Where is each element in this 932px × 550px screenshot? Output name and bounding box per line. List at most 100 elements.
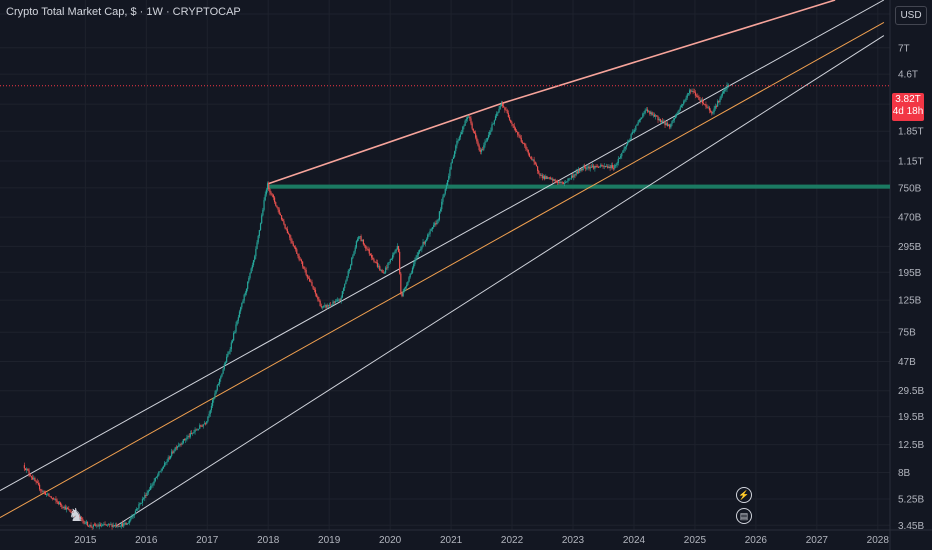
x-tick-label: 2026 (745, 535, 768, 546)
candle-body (455, 145, 457, 152)
candle-body (625, 144, 628, 147)
candle-body (219, 378, 221, 385)
y-tick-label: 5.25B (898, 494, 924, 505)
candle-body (190, 433, 193, 434)
candle-body (119, 526, 121, 528)
candle-body (348, 269, 350, 271)
candle-body (590, 166, 592, 168)
candle-body (456, 140, 458, 146)
candle-body (31, 477, 34, 480)
support-zone (268, 184, 890, 189)
candle-body (589, 166, 591, 169)
candle-body (97, 525, 99, 527)
candle-body (138, 504, 140, 509)
candle-body (693, 91, 695, 93)
candle-body (531, 157, 533, 160)
candle-body (213, 397, 215, 400)
candle-body (228, 351, 230, 354)
candle-body (617, 158, 619, 163)
candle-body (715, 106, 718, 107)
candles (23, 82, 729, 530)
candle-body (566, 181, 568, 183)
candle-body (710, 110, 712, 112)
candle-body (656, 115, 658, 117)
candle-body (375, 262, 377, 263)
candle-body (370, 254, 373, 258)
candle-body (131, 516, 133, 519)
candle-body (332, 301, 334, 305)
candle-body (235, 324, 237, 332)
us-flag-icon[interactable]: ▤ (736, 508, 752, 524)
candle-body (688, 90, 691, 94)
candle-body (674, 115, 677, 119)
candle-body (497, 112, 499, 114)
candle-body (139, 503, 141, 505)
candle-body (195, 429, 197, 431)
candle-body (714, 106, 716, 109)
candle-body (726, 85, 728, 90)
candle-body (466, 117, 469, 119)
candle-body (299, 259, 301, 261)
candle-body (670, 123, 672, 128)
candle-body (244, 292, 246, 295)
candle-body (651, 112, 653, 116)
candle-body (667, 124, 670, 127)
candle-body (297, 253, 299, 256)
candle-body (217, 384, 220, 386)
candle-body (383, 272, 386, 274)
candle-body (111, 524, 113, 527)
candle-body (282, 219, 284, 222)
chart-title[interactable]: Crypto Total Market Cap, $ · 1W · CRYPTO… (6, 6, 241, 18)
candle-body (713, 108, 715, 112)
currency-button[interactable]: USD (895, 6, 927, 25)
candle-body (311, 282, 313, 286)
x-tick-label: 2023 (562, 535, 585, 546)
candle-body (145, 494, 147, 496)
lightning-icon[interactable]: ⚡ (736, 487, 752, 503)
candle-body (262, 209, 264, 216)
candle-body (534, 162, 536, 165)
candle-body (369, 253, 372, 255)
candle-body (560, 182, 562, 184)
candle-body (312, 285, 314, 289)
candle-body (293, 246, 296, 248)
candle-body (614, 165, 616, 169)
candle-body (279, 213, 282, 216)
candle-body (330, 304, 332, 306)
candle-body (84, 523, 86, 525)
candle-body (88, 525, 90, 527)
y-tick-label: 195B (898, 268, 922, 279)
candle-body (526, 148, 528, 150)
candle-body (727, 84, 729, 86)
candle-body (271, 194, 273, 196)
candle-body (586, 167, 588, 169)
candle-body (584, 167, 587, 169)
candle-body (632, 131, 635, 133)
candle-body (705, 104, 707, 107)
candle-body (321, 306, 324, 308)
candle-body (359, 236, 361, 237)
candle-body (542, 176, 545, 179)
candle-body (287, 233, 290, 235)
candle-body (648, 111, 650, 113)
candle-body (40, 489, 42, 491)
candle-body (629, 139, 631, 141)
candle-body (226, 356, 228, 363)
candle-body (114, 524, 117, 526)
candle-body (192, 432, 194, 434)
trendline-channel-upper (0, 0, 885, 492)
candle-body (28, 470, 30, 475)
candle-body (176, 446, 179, 449)
candle-body (129, 520, 131, 523)
candle-body (355, 241, 358, 248)
candle-body (215, 390, 217, 394)
candle-body (250, 268, 252, 274)
candle-body (216, 385, 218, 391)
candle-body (68, 509, 70, 510)
candle-body (116, 524, 118, 527)
candle-body (165, 462, 167, 464)
candle-body (476, 137, 478, 142)
candle-body (582, 166, 584, 171)
candle-body (422, 241, 424, 247)
